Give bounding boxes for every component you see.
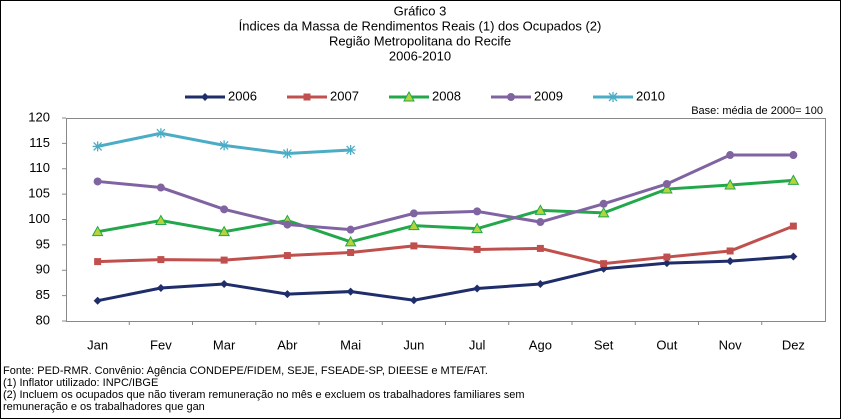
marker [201,93,209,101]
marker [409,209,418,218]
x-tick-label: Jul [469,337,486,352]
marker [726,247,734,255]
series-line [97,255,794,303]
series-line [97,178,794,244]
marker [724,178,736,190]
x-tick-label: Out [656,337,677,352]
marker [157,256,165,264]
footnote: (2) Incluem os ocupados que não tiveram … [3,389,525,401]
x-tick-label: Mai [340,337,361,352]
marker [403,90,415,102]
marker [220,205,229,214]
marker [726,151,735,160]
y-tick-label: 110 [29,160,50,175]
marker [536,244,544,252]
marker [789,151,798,160]
chart-title: Gráfico 3 [394,3,447,18]
marker [536,279,545,288]
marker [599,199,608,208]
annotation: Base: média de 2000= 100 [691,105,823,117]
marker [507,93,515,101]
marker [283,220,292,229]
marker [408,219,420,231]
marker [282,148,293,159]
marker [662,179,671,188]
y-tick-label: 120 [28,109,50,124]
marker [410,242,418,250]
legend-label: 2009 [534,88,563,103]
marker [283,290,292,299]
x-tick-label: Fev [150,337,172,352]
marker [345,144,356,155]
marker [471,222,483,234]
marker [536,218,545,227]
marker [155,214,167,226]
marker [94,258,102,266]
x-tick-label: Jan [87,337,108,352]
marker [156,183,165,192]
marker [608,92,618,102]
marker [726,257,735,266]
marker [789,222,797,230]
marker [597,206,610,218]
y-tick-label: 85 [36,287,50,302]
marker [661,183,673,194]
y-tick-label: 115 [29,135,50,150]
x-tick-label: Dez [782,337,805,352]
chart-title: Região Metropolitana do Recife [329,33,511,48]
footnote: Fonte: PED-RMR. Convênio: Agência CONDEP… [3,365,488,377]
marker [346,287,355,296]
marker [409,296,418,305]
marker [346,225,355,234]
marker [219,140,230,151]
footnote: remuneração e os trabalhadores que gan [3,401,205,413]
marker [789,252,798,261]
marker [344,235,357,247]
marker [92,141,103,152]
y-tick-label: 100 [28,211,50,226]
marker [663,253,671,261]
marker [473,207,482,216]
marker [91,225,104,237]
marker [218,225,230,237]
series-line [97,224,794,266]
marker [303,93,311,101]
marker [283,252,291,260]
x-tick-label: Jun [403,337,424,352]
legend-label: 2007 [330,88,359,103]
y-tick-label: 105 [28,186,50,201]
chart-title: Índices da Massa de Rendimentos Reais (1… [239,18,602,33]
chart-title: 2006-2010 [389,48,451,63]
marker [473,245,481,253]
marker [93,296,102,305]
marker [347,248,355,256]
marker [156,284,165,293]
marker [662,259,671,268]
y-tick-label: 80 [36,312,50,327]
marker [220,279,229,288]
legend-label: 2010 [636,88,665,103]
x-tick-label: Ago [529,337,552,352]
x-tick-label: Abr [277,337,298,352]
series-line [97,153,794,232]
x-tick-label: Nov [719,337,743,352]
y-tick-label: 95 [36,236,50,251]
legend-label: 2006 [228,88,257,103]
marker [787,174,800,185]
marker [155,128,166,139]
x-tick-label: Mar [213,337,236,352]
marker [600,260,608,268]
footnote: (1) Inflator utilizado: INPC/IBGE [3,377,158,389]
x-tick-label: Set [594,337,614,352]
marker [220,256,228,264]
marker [534,204,547,215]
marker [473,284,482,293]
marker [93,177,102,186]
y-tick-label: 90 [36,262,50,277]
legend-label: 2008 [432,88,461,103]
